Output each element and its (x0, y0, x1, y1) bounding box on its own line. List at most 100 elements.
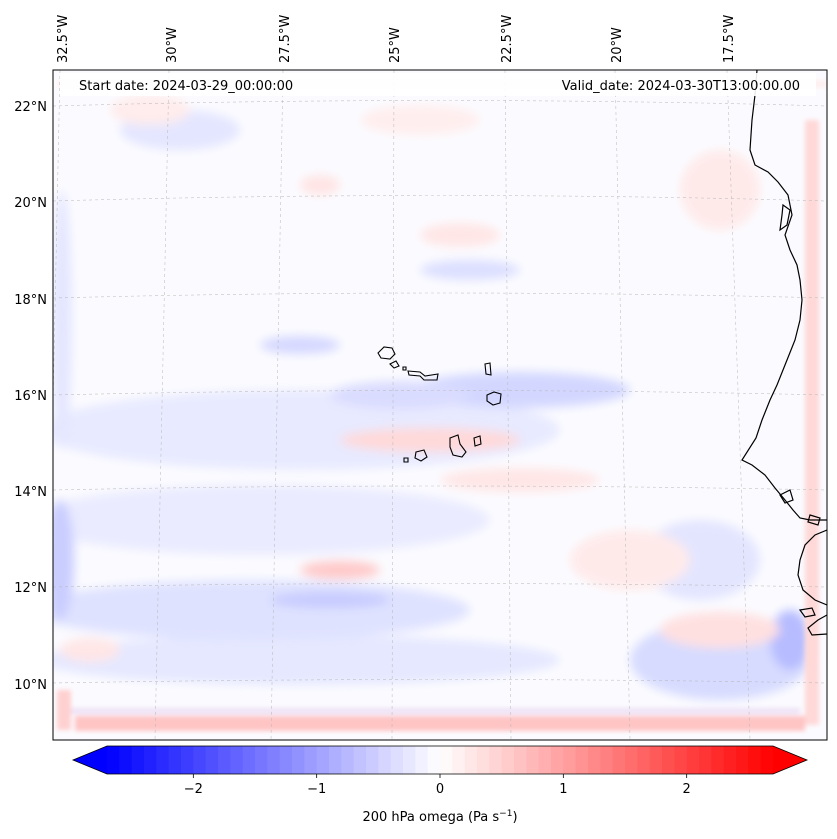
longitude-labels: 32.5°W 30°W 27.5°W 25°W 22.5°W 20°W 17.5… (56, 15, 737, 63)
lon-label: 20°W (610, 27, 625, 63)
lat-label: 22°N (14, 100, 47, 115)
colorbar-segment (612, 746, 626, 774)
lat-label: 10°N (14, 678, 47, 693)
colorbar-segment (304, 746, 318, 774)
start-date-label: Start date: 2024-03-29_00:00:00 (79, 79, 293, 94)
colorbar-segment (662, 746, 675, 774)
colorbar-segments (73, 746, 807, 774)
colorbar-label: 200 hPa omega (Pa s−1) (362, 809, 517, 825)
lat-label: 12°N (14, 581, 47, 596)
colorbar-segment (526, 746, 540, 774)
colorbar-segment (686, 746, 700, 774)
colorbar-ticks: −2 −1 0 1 2 (184, 774, 691, 797)
colorbar-segment (637, 746, 651, 774)
island-santo-antao (377, 346, 396, 360)
lon-label: 22.5°W (500, 15, 515, 63)
senegal-coast (797, 529, 827, 606)
colorbar-segment (279, 746, 293, 774)
colorbar-segment (711, 746, 725, 774)
colorbar-segment (538, 746, 552, 774)
colorbar-segment (144, 746, 157, 774)
colorbar-segment (723, 746, 737, 774)
colorbar-segment (649, 746, 663, 774)
colorbar-segment (464, 746, 478, 774)
colorbar-segment (267, 746, 281, 774)
colorbar-segment (600, 746, 614, 774)
colorbar-segment (489, 746, 503, 774)
colorbar-segment (181, 746, 194, 774)
colorbar-label-main: 200 hPa omega (Pa s (362, 810, 499, 825)
lat-label: 16°N (14, 389, 47, 404)
gridlines (53, 70, 827, 740)
lon-label: 27.5°W (278, 15, 293, 63)
colorbar-segment (477, 746, 490, 774)
colorbar-segment (736, 746, 749, 774)
africa-coastline (741, 70, 827, 521)
colorbar-segment (193, 746, 207, 774)
island-sal (484, 362, 492, 376)
colorbar-tick-label: 2 (683, 782, 691, 797)
colorbar-segment (131, 746, 145, 774)
colorbar-outline (71, 745, 809, 775)
island-brava (403, 457, 409, 463)
lon-label: 25°W (388, 27, 403, 63)
map-frame (52, 69, 828, 741)
colorbar-segment (242, 746, 256, 774)
colorbar-segment (255, 746, 268, 774)
island-maio (473, 435, 482, 447)
colorbar-segment (292, 746, 305, 774)
omega-field (53, 80, 827, 731)
caption-strip (60, 73, 816, 96)
colorbar-segment (341, 746, 355, 774)
colorbar-segment (329, 746, 342, 774)
valid-date-label: Valid_date: 2024-03-30T13:00:00.00 (562, 79, 800, 94)
colorbar-segment (575, 746, 589, 774)
lat-label: 18°N (14, 293, 47, 308)
colorbar-segment (588, 746, 601, 774)
lon-label: 32.5°W (56, 15, 71, 63)
colorbar-segment (378, 746, 392, 774)
colorbar-segment (218, 746, 231, 774)
colorbar-segment (156, 746, 170, 774)
colorbar-segment (316, 746, 330, 774)
colorbar-segment (390, 746, 404, 774)
lon-label: 30°W (165, 27, 180, 63)
colorbar-segment (415, 746, 429, 774)
colorbar-segment (748, 746, 762, 774)
colorbar-segment (107, 746, 120, 774)
colorbar-segment (699, 746, 712, 774)
colorbar-segment (205, 746, 219, 774)
colorbar-label-exp: −1 (499, 809, 512, 819)
colorbar-segment (366, 746, 379, 774)
island-fogo (414, 449, 428, 462)
island-boa-vista (486, 391, 502, 406)
colorbar-segment (674, 746, 688, 774)
island-santiago (449, 434, 467, 458)
colorbar-segment (403, 746, 416, 774)
colorbar-segment (551, 746, 564, 774)
coastlines (741, 70, 827, 636)
colorbar-segment (353, 746, 367, 774)
colorbar-segment (514, 746, 527, 774)
lat-label: 14°N (14, 485, 47, 500)
colorbar-extend-low (73, 746, 107, 774)
colorbar-label-tail: ) (512, 810, 517, 825)
colorbar-segment (452, 746, 466, 774)
colorbar-segment (625, 746, 638, 774)
island-santa-luzia (402, 366, 407, 371)
colorbar-tick-label: −2 (184, 782, 203, 797)
colorbar-segment (168, 746, 182, 774)
colorbar-segment (119, 746, 133, 774)
lat-label: 20°N (14, 196, 47, 211)
cape-verde-islands (377, 346, 502, 463)
colorbar-segment (440, 746, 453, 774)
colorbar: −2 −1 0 1 2 200 hPa omega (Pa s−1) (71, 745, 809, 825)
bissau-coast (807, 614, 827, 636)
colorbar-segment (501, 746, 515, 774)
colorbar-tick-label: 1 (559, 782, 567, 797)
colorbar-segment (563, 746, 577, 774)
colorbar-tick-label: 0 (436, 782, 444, 797)
island-sao-vicente (389, 360, 400, 369)
colorbar-extend-high (773, 746, 807, 774)
